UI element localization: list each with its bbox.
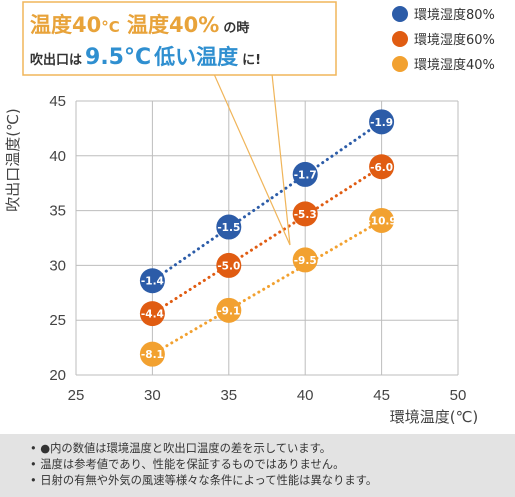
callout-pointer — [213, 73, 291, 246]
data-label: -1.4 — [141, 276, 164, 288]
data-label: -9.1 — [217, 305, 240, 317]
data-point — [216, 214, 242, 240]
y-tick-label: 40 — [49, 148, 66, 165]
trend-line-series-0 — [150, 120, 384, 283]
x-tick-label: 50 — [450, 387, 467, 404]
x-tick-label: 40 — [297, 387, 314, 404]
y-tick-label: 20 — [49, 367, 66, 384]
y-tick-label: 45 — [49, 93, 66, 110]
legend-label: 環境湿度40% — [414, 57, 495, 73]
x-tick-label: 35 — [220, 387, 237, 404]
note-1: • ●内の数値は環境温度と吹出口温度の差を示しています。 — [30, 442, 332, 455]
y-tick-label: 30 — [49, 257, 66, 274]
x-tick-label: 30 — [144, 387, 161, 404]
x-tick-label: 25 — [68, 387, 85, 404]
y-axis-ticks: 20 25 30 35 40 45 — [49, 93, 66, 384]
data-point — [292, 201, 318, 227]
data-point — [216, 297, 242, 323]
notes-panel: • ●内の数値は環境温度と吹出口温度の差を示しています。 • 温度は参考値であり… — [0, 434, 515, 497]
data-point — [216, 252, 242, 278]
note-3: • 日射の有無や外気の風速等様々な条件によって性能は異なります。 — [30, 474, 378, 487]
data-point — [139, 341, 165, 367]
legend-marker — [392, 6, 408, 22]
callout-frame — [22, 1, 337, 76]
x-axis-ticks: 25 30 35 40 45 50 — [68, 387, 467, 404]
data-label: -4.4 — [141, 309, 164, 321]
data-label: -8.1 — [141, 349, 164, 361]
legend-label: 環境湿度80% — [414, 7, 495, 23]
trend-lines — [150, 120, 384, 356]
data-label: -1.9 — [370, 117, 393, 129]
data-label: -9.5 — [294, 255, 317, 267]
chart-grid — [75, 100, 459, 376]
legend-label: 環境湿度60% — [414, 32, 495, 48]
data-points: -1.4 -1.5 -1.7 -1.9 -4.4 -5.0 -5.3 -6.0 -8.1 -9.1… — [139, 109, 397, 367]
data-point — [292, 247, 318, 273]
note-2: • 温度は参考値であり、性能を保証するものではありません。 — [30, 458, 345, 471]
y-tick-label: 25 — [49, 312, 66, 329]
data-point — [139, 301, 165, 327]
y-axis-title: 吹出口温度(℃) — [4, 108, 22, 212]
data-label: -1.7 — [294, 169, 317, 181]
callout-line-2: 吹出口は 9.5°C 低い温度 に! — [30, 45, 261, 70]
legend-marker — [392, 31, 408, 47]
y-tick-label: 35 — [49, 203, 66, 220]
data-label: -5.3 — [294, 209, 317, 221]
callout-box: 温度40°C 温度40% の時 吹出口は 9.5°C 低い温度 に! — [22, 1, 337, 76]
data-point — [369, 207, 395, 233]
x-tick-label: 45 — [373, 387, 390, 404]
data-point — [292, 161, 318, 187]
data-point — [369, 154, 395, 180]
x-axis-title: 環境温度(℃) — [390, 408, 479, 426]
callout-line-1: 温度40°C 温度40% の時 — [30, 13, 249, 37]
data-label: -1.5 — [217, 222, 240, 234]
data-label: -6.0 — [370, 162, 393, 174]
trend-line-series-1 — [150, 165, 384, 316]
trend-line-series-2 — [150, 218, 384, 356]
data-point — [139, 268, 165, 294]
data-point — [369, 109, 395, 135]
legend: 環境湿度80% 環境湿度60% 環境湿度40% — [392, 6, 495, 73]
data-label: -10.9 — [366, 215, 396, 227]
data-label: -5.0 — [217, 260, 240, 272]
legend-marker — [392, 56, 408, 72]
